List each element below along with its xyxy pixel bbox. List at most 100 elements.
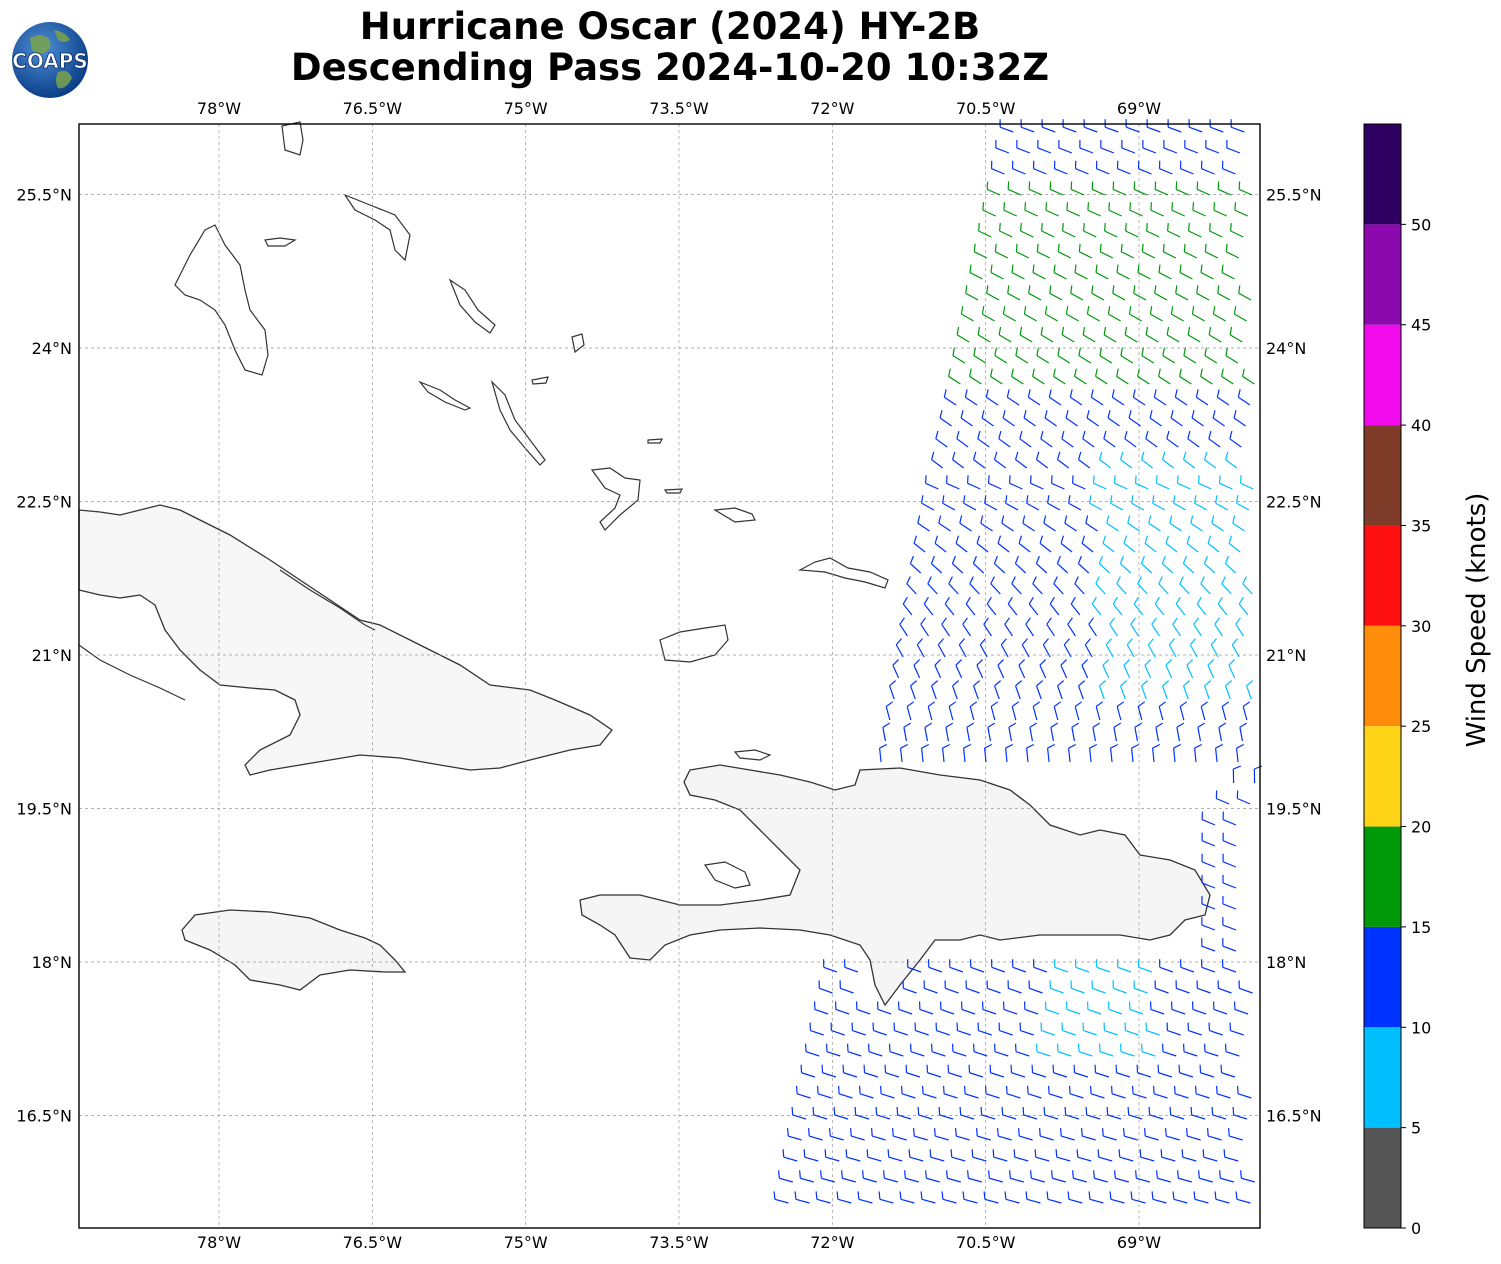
wind-barb — [1077, 451, 1091, 469]
wind-barb — [1162, 243, 1177, 259]
wind-barb — [1006, 389, 1020, 406]
wind-barb — [1228, 659, 1236, 679]
wind-barb — [1134, 722, 1143, 742]
wind-barb — [1061, 326, 1075, 343]
wind-barb — [924, 475, 939, 490]
wind-barb — [1095, 368, 1108, 385]
wind-barb — [1033, 959, 1048, 973]
wind-barb — [1131, 495, 1145, 511]
wind-barb — [1116, 576, 1127, 595]
san-salvador-island — [571, 333, 585, 354]
wind-barb — [983, 1191, 999, 1204]
wind-barb — [1158, 701, 1167, 721]
wind-barb — [1104, 119, 1119, 133]
wind-barb — [1018, 535, 1031, 553]
wind-barb — [1193, 617, 1202, 637]
wind-barb — [983, 617, 992, 637]
wind-barb — [1035, 1043, 1051, 1057]
wind-barb — [1167, 119, 1182, 133]
wind-barb — [1065, 306, 1079, 322]
wind-barb — [906, 576, 917, 595]
wind-barb — [1082, 430, 1095, 448]
colorbar-bin — [1364, 726, 1401, 827]
wind-barb — [1041, 222, 1055, 238]
wind-barb — [1119, 680, 1128, 700]
wind-barb — [839, 980, 854, 994]
wind-barb — [1088, 1191, 1104, 1204]
wind-barb — [1144, 535, 1157, 553]
wind-barb — [981, 410, 994, 427]
wind-barb — [1225, 243, 1240, 259]
wind-barb — [1201, 938, 1216, 952]
wind-barb — [935, 430, 948, 448]
wind-barb — [1177, 1170, 1192, 1183]
wind-barb — [1098, 451, 1112, 469]
wind-barb — [1046, 617, 1055, 637]
wind-barb — [1005, 1085, 1021, 1099]
wind-barb — [1107, 1001, 1123, 1015]
wind-barb — [923, 980, 938, 994]
wind-barb — [1096, 959, 1111, 973]
wind-barb — [888, 680, 897, 700]
wind-barb — [1129, 202, 1143, 217]
lat-tick-label-left: 19.5°N — [16, 800, 72, 819]
lat-tick-label-left: 21°N — [32, 646, 72, 665]
wind-barb — [1233, 306, 1247, 322]
wind-barb — [1232, 765, 1241, 784]
wind-barb — [892, 659, 900, 679]
wind-barb — [1011, 576, 1022, 595]
wind-barb — [1013, 1149, 1029, 1162]
wind-barb — [1019, 326, 1033, 343]
wind-barb — [939, 410, 952, 427]
wind-barb — [1189, 638, 1198, 658]
wind-barb — [1069, 389, 1083, 406]
wind-barb — [1218, 475, 1233, 490]
wind-barb — [1113, 475, 1128, 490]
wind-barb — [1158, 160, 1173, 175]
wind-barb — [1060, 535, 1073, 553]
wind-barb — [951, 555, 964, 574]
wind-barb — [809, 1022, 824, 1036]
wind-barb — [986, 285, 1000, 301]
lat-tick-label-left: 25.5°N — [16, 186, 72, 205]
wind-barb — [1102, 1128, 1117, 1141]
wind-barb — [829, 1128, 844, 1141]
wind-barb — [1043, 1106, 1059, 1120]
wind-barb — [993, 451, 1007, 469]
wind-barb — [1201, 874, 1216, 889]
wind-barb — [1186, 1128, 1201, 1141]
wind-barb — [1221, 264, 1235, 280]
wind-barb — [1116, 160, 1131, 175]
wind-barb — [1201, 959, 1216, 973]
wind-barb — [907, 959, 922, 973]
wind-barb — [1242, 576, 1253, 595]
cuba-keys — [279, 569, 376, 631]
wind-barb — [1187, 1022, 1202, 1036]
wind-barb — [1221, 368, 1234, 385]
wind-barb — [1155, 722, 1164, 742]
wind-barb — [973, 347, 987, 364]
wind-barb — [1151, 617, 1160, 637]
colorbar-bin — [1364, 1027, 1401, 1128]
wind-barb — [979, 638, 988, 658]
wind-barb — [1238, 596, 1249, 616]
wind-barb — [1019, 430, 1032, 448]
wind-barb — [942, 1085, 958, 1099]
wind-barb — [850, 1128, 865, 1141]
wind-barb — [1131, 743, 1140, 763]
wind-barb — [1239, 475, 1254, 490]
wind-barb — [1150, 202, 1164, 217]
wind-barb — [1049, 181, 1064, 196]
wind-barb — [773, 1191, 789, 1204]
wind-barb — [1193, 1191, 1209, 1204]
wind-barb — [1191, 1001, 1207, 1015]
wind-barb — [1215, 1085, 1231, 1099]
wind-barb — [1032, 160, 1047, 175]
wind-barb — [1173, 743, 1182, 763]
wind-barb — [1202, 1149, 1218, 1162]
wind-barb — [976, 1128, 991, 1141]
wind-barb — [1091, 596, 1102, 616]
wind-barb — [1036, 347, 1050, 364]
wind-barb — [1192, 202, 1206, 217]
wind-barb — [1082, 1022, 1097, 1036]
